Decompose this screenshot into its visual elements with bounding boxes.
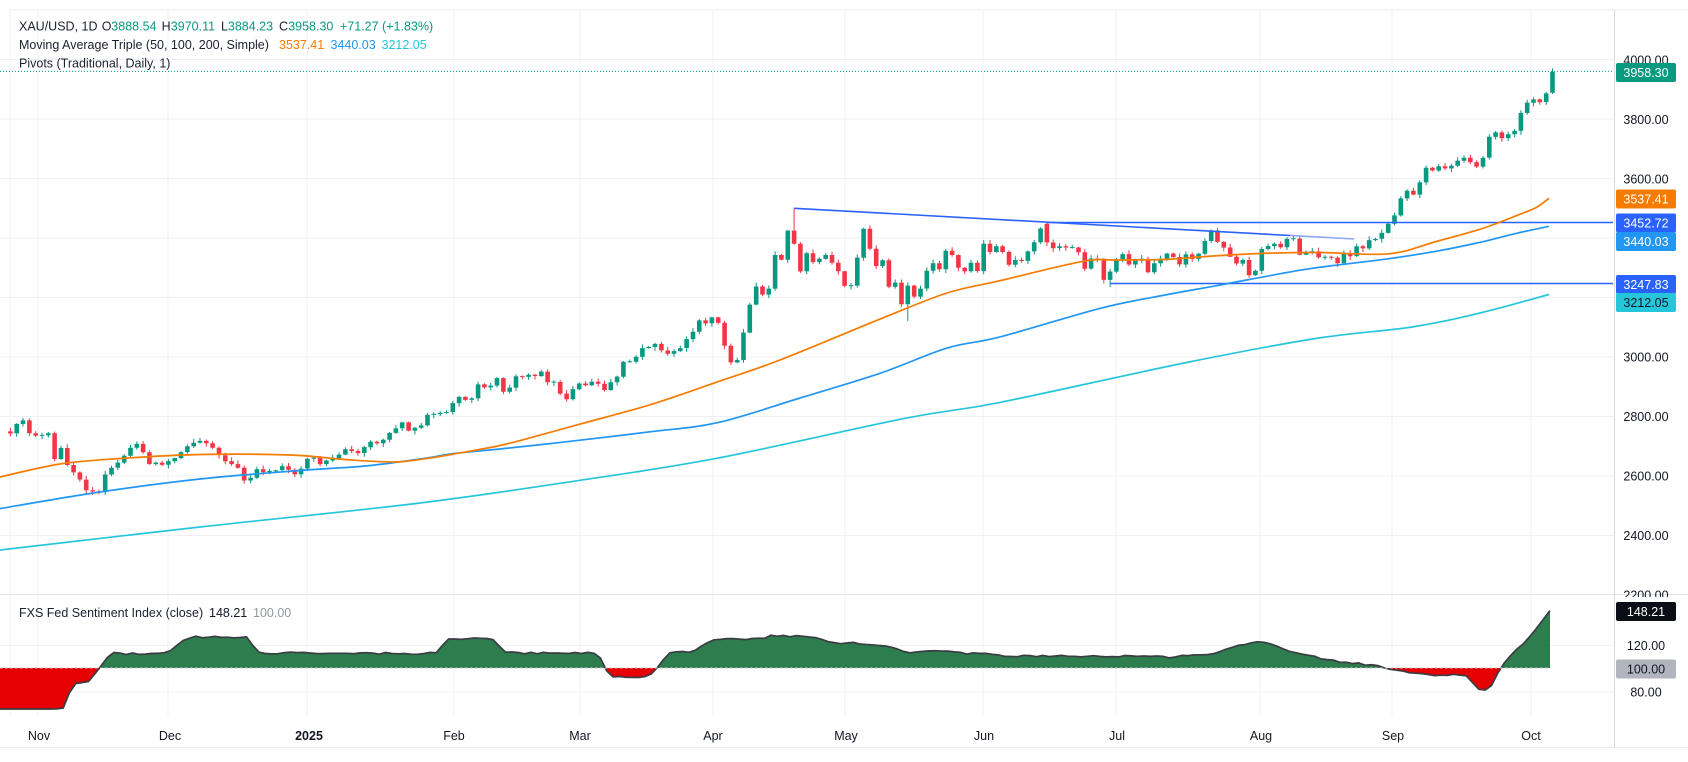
svg-text:3212.05: 3212.05 (382, 38, 427, 52)
svg-text:2600.00: 2600.00 (1623, 469, 1668, 483)
svg-text:2800.00: 2800.00 (1623, 410, 1668, 424)
svg-text:Jul: Jul (1109, 729, 1125, 743)
svg-text:3000.00: 3000.00 (1623, 350, 1668, 364)
svg-text:3958.30: 3958.30 (1623, 66, 1668, 80)
svg-text:3970.11: 3970.11 (171, 19, 215, 33)
svg-text:Oct: Oct (1521, 729, 1541, 743)
svg-text:FXS Fed Sentiment Index (close: FXS Fed Sentiment Index (close) (19, 606, 203, 620)
svg-text:3888.54: 3888.54 (111, 19, 156, 33)
svg-text:Jun: Jun (974, 729, 994, 743)
svg-text:O: O (102, 19, 112, 33)
svg-text:XAU/USD, 1D: XAU/USD, 1D (19, 19, 98, 33)
svg-text:3800.00: 3800.00 (1623, 113, 1668, 127)
svg-text:May: May (834, 729, 858, 743)
svg-text:3452.72: 3452.72 (1623, 216, 1668, 230)
svg-text:2025: 2025 (295, 729, 323, 743)
svg-text:Dec: Dec (159, 729, 181, 743)
svg-text:148.21: 148.21 (1627, 605, 1665, 619)
svg-text:+71.27 (+1.83%): +71.27 (+1.83%) (340, 19, 433, 33)
svg-text:3440.03: 3440.03 (1623, 235, 1668, 249)
svg-text:Moving Average Triple (50, 100: Moving Average Triple (50, 100, 200, Sim… (19, 38, 269, 52)
svg-text:100.00: 100.00 (253, 606, 291, 620)
svg-text:Sep: Sep (1382, 729, 1404, 743)
svg-text:L: L (221, 19, 228, 33)
svg-text:3537.41: 3537.41 (1623, 192, 1668, 206)
svg-text:H: H (162, 19, 171, 33)
svg-text:100.00: 100.00 (1627, 662, 1665, 676)
svg-text:120.00: 120.00 (1627, 639, 1665, 653)
svg-text:C: C (279, 19, 288, 33)
svg-text:Mar: Mar (569, 729, 591, 743)
svg-text:148.21: 148.21 (209, 606, 247, 620)
svg-text:3958.30: 3958.30 (288, 19, 333, 33)
svg-text:Pivots (Traditional, Daily, 1): Pivots (Traditional, Daily, 1) (19, 56, 170, 70)
svg-text:3600.00: 3600.00 (1623, 172, 1668, 186)
svg-text:3537.41: 3537.41 (279, 38, 324, 52)
svg-text:3440.03: 3440.03 (331, 38, 376, 52)
svg-text:2400.00: 2400.00 (1623, 529, 1668, 543)
svg-text:3247.83: 3247.83 (1623, 278, 1668, 292)
svg-text:Apr: Apr (703, 729, 722, 743)
svg-text:Nov: Nov (28, 729, 51, 743)
svg-text:Aug: Aug (1250, 729, 1272, 743)
svg-text:3212.05: 3212.05 (1623, 296, 1668, 310)
svg-text:80.00: 80.00 (1630, 685, 1661, 699)
svg-text:Feb: Feb (443, 729, 465, 743)
svg-text:3884.23: 3884.23 (228, 19, 273, 33)
